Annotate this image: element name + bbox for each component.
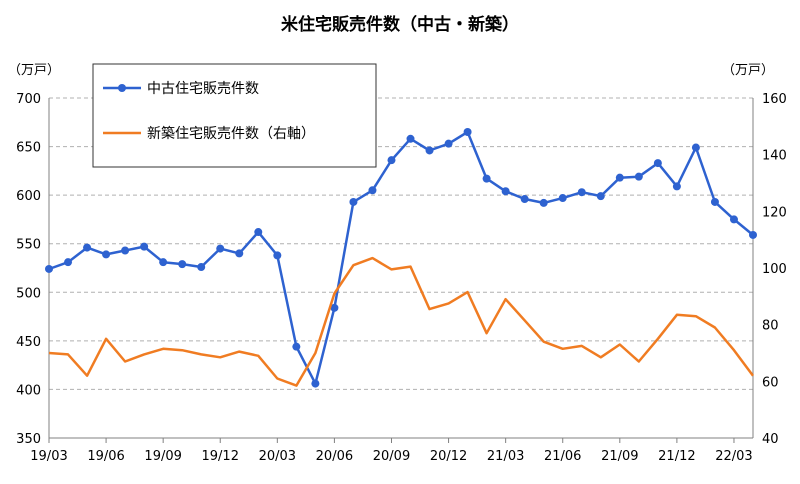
data-point	[197, 263, 206, 272]
x-tick-label: 19/09	[144, 449, 181, 464]
left-tick-label: 600	[16, 189, 41, 204]
left-tick-label: 650	[16, 141, 41, 156]
data-point	[102, 250, 111, 259]
data-point	[330, 303, 339, 312]
left-axis-unit: （万戸）	[8, 63, 60, 78]
right-tick-label: 80	[762, 319, 779, 334]
left-tick-label: 400	[16, 383, 41, 398]
data-point	[292, 342, 301, 351]
right-tick-label: 60	[762, 375, 779, 390]
data-point	[273, 251, 282, 260]
data-point	[558, 194, 567, 203]
right-axis-ticks: 40 60 80 100 120 140 160	[762, 92, 787, 447]
data-point	[672, 182, 681, 191]
data-point	[406, 134, 415, 143]
x-tick-label: 20/06	[316, 449, 353, 464]
data-point	[311, 379, 320, 388]
data-point	[520, 195, 529, 204]
data-point	[710, 197, 719, 206]
legend-box	[92, 63, 377, 168]
data-point	[444, 139, 453, 148]
data-point	[729, 215, 738, 224]
legend: 中古住宅販売件数 新築住宅販売件数（右軸）	[92, 63, 377, 168]
data-point	[634, 172, 643, 181]
data-point	[596, 192, 605, 201]
x-tick-label: 19/12	[202, 449, 239, 464]
right-tick-label: 160	[762, 92, 787, 107]
data-point	[216, 244, 225, 253]
legend-label-new: 新築住宅販売件数（右軸）	[147, 126, 315, 142]
x-tick-label: 19/03	[30, 449, 67, 464]
data-point	[387, 156, 396, 165]
data-point	[45, 264, 53, 273]
x-tick-label: 20/12	[430, 449, 467, 464]
data-point	[368, 186, 377, 195]
x-axis-ticks: 19/03 19/06 19/09 19/12 20/03 20/06 20/09 20/12…	[30, 438, 753, 464]
series-line-0	[48, 130, 754, 385]
left-tick-label: 450	[16, 335, 41, 350]
x-tick-label: 22/03	[715, 449, 752, 464]
data-point	[349, 197, 358, 206]
chart-title: 米住宅販売件数（中古・新築）	[281, 14, 519, 35]
right-tick-label: 40	[762, 432, 779, 447]
series-line-1	[48, 256, 755, 387]
left-axis-ticks: 350 400 450 500 550 600 650 700	[16, 92, 41, 447]
data-point	[159, 258, 168, 267]
data-point	[83, 243, 92, 252]
data-point	[463, 128, 472, 136]
data-point	[178, 260, 187, 269]
x-tick-label: 21/09	[601, 449, 638, 464]
data-point	[254, 228, 263, 237]
x-tick-label: 21/12	[658, 449, 695, 464]
left-tick-label: 350	[16, 432, 41, 447]
left-tick-label: 550	[16, 238, 41, 253]
data-point	[121, 246, 130, 255]
x-tick-label: 21/06	[544, 449, 581, 464]
data-point	[64, 258, 73, 267]
data-point	[539, 198, 548, 207]
legend-label-used: 中古住宅販売件数	[147, 81, 259, 97]
x-tick-label: 21/03	[487, 449, 524, 464]
legend-marker-used	[118, 84, 126, 92]
data-point	[749, 230, 757, 239]
data-point	[577, 188, 586, 197]
right-tick-label: 100	[762, 262, 787, 277]
data-point	[425, 146, 434, 155]
series	[45, 128, 757, 388]
grid-lines	[49, 97, 753, 390]
right-tick-label: 140	[762, 149, 787, 164]
data-point	[691, 143, 700, 152]
data-point	[482, 174, 491, 183]
data-point	[501, 187, 510, 196]
x-tick-label: 20/03	[259, 449, 296, 464]
data-point	[140, 242, 149, 251]
data-point	[235, 249, 244, 258]
left-tick-label: 700	[16, 92, 41, 107]
x-tick-label: 19/06	[87, 449, 124, 464]
right-tick-label: 120	[762, 205, 787, 220]
x-tick-label: 20/09	[373, 449, 410, 464]
data-point	[615, 173, 624, 182]
data-point	[653, 159, 662, 168]
left-tick-label: 500	[16, 286, 41, 301]
right-axis-unit: （万戸）	[722, 63, 774, 78]
